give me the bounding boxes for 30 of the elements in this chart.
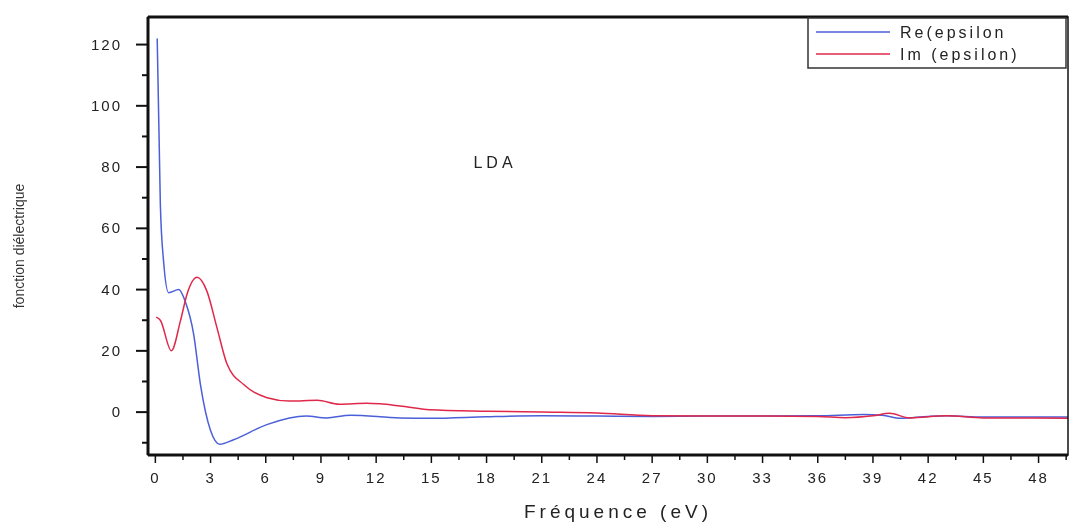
x-tick-label: 3 — [205, 469, 216, 486]
y-tick-label: 100 — [90, 96, 122, 114]
x-axis-title: Fréquence (eV) — [523, 501, 713, 522]
y-tick-label: 20 — [101, 341, 122, 359]
x-tick-label: 6 — [260, 469, 271, 486]
y-tick-label: 0 — [111, 403, 122, 421]
y-axis-title: fonction diélectrique — [11, 183, 27, 309]
y-tick-label: 80 — [101, 158, 122, 176]
x-tick-label: 39 — [862, 469, 884, 486]
x-tick-label: 48 — [1028, 469, 1049, 486]
x-tick-label: 9 — [315, 469, 327, 486]
x-tick-label: 0 — [150, 469, 161, 486]
x-tick-label: 36 — [807, 469, 829, 486]
annotation: LDA — [473, 154, 517, 171]
x-tick-label: 42 — [917, 469, 939, 486]
x-tick-label: 12 — [365, 469, 387, 486]
x-tick-label: 18 — [476, 469, 497, 486]
x-tick-label: 45 — [973, 469, 994, 486]
line-series — [155, 276, 1069, 419]
x-tick-label: 24 — [586, 469, 608, 486]
y-tick-label: 120 — [90, 35, 122, 53]
y-tick-label: 60 — [101, 219, 122, 237]
x-tick-label: 27 — [641, 469, 663, 486]
x-tick-label: 33 — [752, 469, 773, 486]
legend-label: Im (epsilon) — [900, 46, 1020, 63]
y-tick-label: 40 — [101, 280, 122, 298]
x-tick-label: 15 — [421, 469, 442, 486]
x-tick-label: 21 — [531, 469, 553, 486]
x-tick-label: 30 — [697, 469, 718, 486]
legend-label: Re(epsilon — [900, 24, 1007, 41]
